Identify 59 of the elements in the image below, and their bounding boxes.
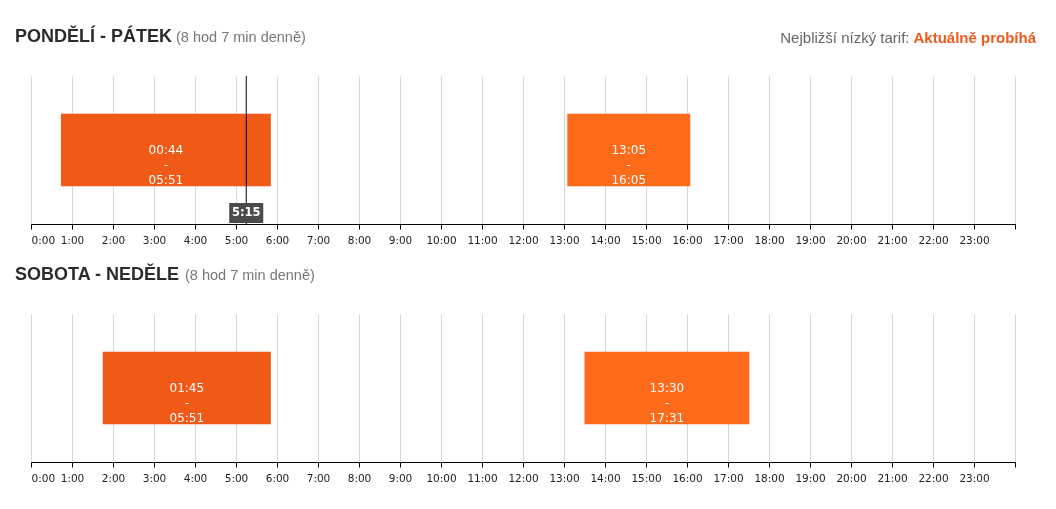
chart-subtitle: (8 hod 7 min denně) (185, 267, 315, 283)
x-tick-label: 9:00 (388, 471, 413, 484)
x-tick-label: 1:00 (60, 233, 85, 246)
chart-title: SOBOTA - NEDĚLE (15, 263, 180, 284)
x-tick-label: 8:00 (347, 471, 372, 484)
data-label: 13:30 - 17:31 (649, 381, 685, 425)
x-tick-label: 4:00 (183, 471, 208, 484)
x-tick-label: 23:00 (959, 233, 990, 246)
x-tick-label: 16:00 (672, 233, 703, 246)
x-tick-label: 14:00 (590, 233, 621, 246)
x-tick-label: 21:00 (877, 233, 908, 246)
x-tick-label: 16:00 (672, 471, 703, 484)
x-tick-label: 14:00 (590, 471, 621, 484)
x-tick-label: 6:00 (265, 233, 290, 246)
x-tick-label: 15:00 (631, 471, 662, 484)
x-tick-label: 13:00 (549, 471, 580, 484)
x-tick-label: 20:00 (836, 233, 867, 246)
x-tick-label: 18:00 (754, 471, 785, 484)
x-tick-label: 12:00 (508, 233, 539, 246)
x-tick-label: 23:00 (959, 471, 990, 484)
x-tick-label: 19:00 (795, 233, 826, 246)
x-tick-label: 17:00 (713, 471, 744, 484)
x-tick-label: 4:00 (183, 233, 208, 246)
x-tick-label: 0:00 (31, 471, 56, 484)
x-tick-label: 15:00 (631, 233, 662, 246)
x-tick-label: 21:00 (877, 471, 908, 484)
x-tick-label: 22:00 (918, 233, 949, 246)
x-tick-label: 11:00 (467, 471, 498, 484)
data-label: 00:44 - 05:51 (148, 143, 184, 187)
x-tick-label: 7:00 (306, 233, 331, 246)
x-tick-label: 7:00 (306, 471, 331, 484)
x-tick-label: 2:00 (101, 233, 126, 246)
x-tick-label: 11:00 (467, 233, 498, 246)
data-label: 01:45 - 05:51 (169, 381, 205, 425)
x-tick-label: 20:00 (836, 471, 867, 484)
x-tick-label: 3:00 (142, 471, 167, 484)
x-tick-label: 9:00 (388, 233, 413, 246)
x-tick-label: 22:00 (918, 471, 949, 484)
x-tick-label: 8:00 (347, 233, 372, 246)
text: Nejbližší nízký tarif: (780, 29, 910, 46)
x-tick-label: 10:00 (426, 471, 457, 484)
x-tick-label: 6:00 (265, 471, 290, 484)
x-tick-label: 13:00 (549, 233, 580, 246)
x-tick-label: 10:00 (426, 233, 457, 246)
x-tick-label: 18:00 (754, 233, 785, 246)
x-tick-label: 5:00 (224, 471, 249, 484)
text: Aktuálně probíhá (913, 29, 1037, 46)
x-tick-label: 3:00 (142, 233, 167, 246)
x-tick-label: 12:00 (508, 471, 539, 484)
data-label: 13:05 - 16:05 (611, 143, 647, 187)
x-tick-label: 19:00 (795, 471, 826, 484)
x-tick-label: 17:00 (713, 233, 744, 246)
chart-title: PONDĚLÍ - PÁTEK (15, 25, 173, 46)
chart-subtitle: (8 hod 7 min denně) (176, 29, 306, 45)
x-tick-label: 1:00 (60, 471, 85, 484)
x-tick-label: 5:00 (224, 233, 249, 246)
ref-line-label: 5:15 (231, 205, 261, 219)
x-tick-label: 2:00 (101, 471, 126, 484)
x-tick-label: 0:00 (31, 233, 56, 246)
